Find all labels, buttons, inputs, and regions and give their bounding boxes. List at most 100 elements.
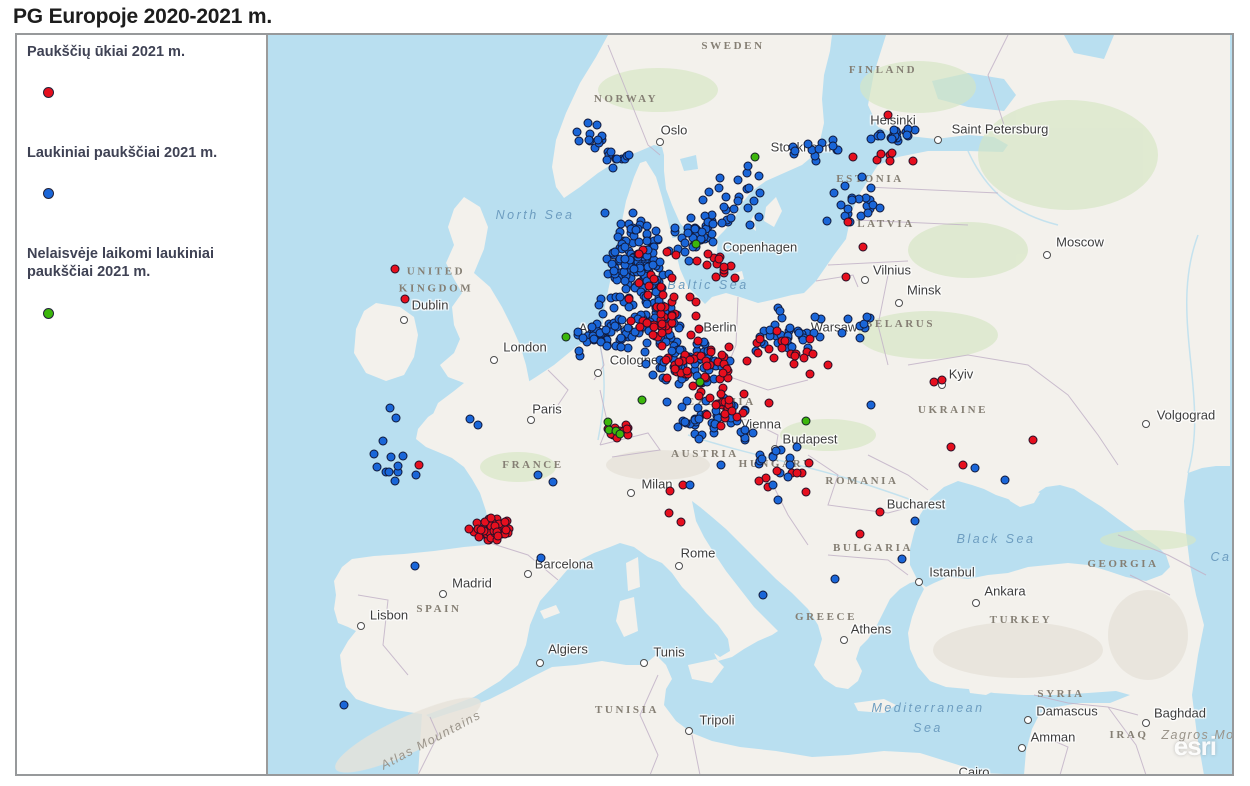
map-dot-blue[interactable] — [596, 337, 606, 347]
map-dot-red[interactable] — [657, 319, 667, 329]
map-dot-blue[interactable] — [390, 476, 400, 486]
map-dot-blue[interactable] — [583, 118, 593, 128]
map-dot-green[interactable] — [615, 429, 625, 439]
map-dot-red[interactable] — [670, 364, 680, 374]
map-dot-red[interactable] — [702, 260, 712, 270]
map-dot-red[interactable] — [702, 361, 712, 371]
map-dot-blue[interactable] — [828, 141, 838, 151]
map-dot-blue[interactable] — [685, 480, 695, 490]
map-dot-blue[interactable] — [768, 480, 778, 490]
map-dot-blue[interactable] — [398, 451, 408, 461]
map-canvas[interactable]: SWEDEN FINLAND NORWAY ESTONIA LATVIA BELARUS U… — [268, 35, 1232, 774]
map-dot-blue[interactable] — [809, 328, 819, 338]
map-dot-blue[interactable] — [715, 173, 725, 183]
map-dot-blue[interactable] — [620, 242, 630, 252]
map-dot-red[interactable] — [691, 297, 701, 307]
map-dot-red[interactable] — [777, 343, 787, 353]
map-dot-red[interactable] — [808, 349, 818, 359]
map-dot-blue[interactable] — [686, 213, 696, 223]
map-dot-red[interactable] — [700, 372, 710, 382]
map-dot-red[interactable] — [1028, 435, 1038, 445]
map-dot-red[interactable] — [764, 344, 774, 354]
map-dot-blue[interactable] — [640, 347, 650, 357]
map-dot-green[interactable] — [603, 417, 613, 427]
map-dot-red[interactable] — [686, 330, 695, 340]
map-dot-blue[interactable] — [548, 477, 558, 487]
map-dot-blue[interactable] — [740, 425, 750, 435]
map-dot-red[interactable] — [705, 393, 715, 403]
map-dot-blue[interactable] — [662, 397, 672, 407]
map-dot-blue[interactable] — [863, 208, 873, 218]
map-dot-blue[interactable] — [690, 224, 700, 234]
map-dot-red[interactable] — [754, 476, 764, 486]
map-dot-red[interactable] — [887, 148, 897, 158]
map-dot-blue[interactable] — [670, 223, 680, 233]
map-dot-blue[interactable] — [733, 196, 743, 206]
map-dot-green[interactable] — [691, 239, 701, 249]
map-dot-red[interactable] — [649, 274, 659, 284]
map-dot-blue[interactable] — [754, 212, 764, 222]
map-dot-blue[interactable] — [634, 237, 644, 247]
map-dot-red[interactable] — [662, 247, 672, 257]
map-dot-red[interactable] — [841, 272, 851, 282]
map-dot-red[interactable] — [662, 373, 672, 383]
map-dot-blue[interactable] — [743, 161, 753, 171]
map-dot-red[interactable] — [958, 460, 968, 470]
map-dot-blue[interactable] — [410, 561, 420, 571]
map-dot-red[interactable] — [676, 517, 686, 527]
map-dot-red[interactable] — [805, 334, 815, 344]
map-dot-red[interactable] — [671, 250, 681, 260]
map-dot-blue[interactable] — [790, 146, 800, 156]
map-dot-red[interactable] — [657, 328, 667, 338]
map-dot-red[interactable] — [691, 311, 701, 321]
map-dot-blue[interactable] — [673, 422, 683, 432]
map-dot-blue[interactable] — [641, 359, 651, 369]
map-dot-blue[interactable] — [875, 203, 885, 213]
map-dot-red[interactable] — [858, 242, 868, 252]
map-dot-red[interactable] — [855, 529, 865, 539]
map-dot-blue[interactable] — [602, 341, 612, 351]
map-dot-green[interactable] — [801, 416, 811, 426]
map-dot-red[interactable] — [635, 322, 645, 332]
map-dot-red[interactable] — [667, 311, 677, 321]
map-dot-red[interactable] — [843, 217, 853, 227]
map-dot-blue[interactable] — [682, 396, 692, 406]
map-dot-blue[interactable] — [620, 254, 630, 264]
map-dot-red[interactable] — [658, 290, 668, 300]
map-dot-blue[interactable] — [775, 306, 785, 316]
map-dot-red[interactable] — [400, 294, 410, 304]
map-dot-red[interactable] — [693, 336, 703, 346]
map-dot-blue[interactable] — [733, 175, 743, 185]
map-dot-blue[interactable] — [1000, 475, 1010, 485]
map-dot-blue[interactable] — [600, 208, 610, 218]
map-dot-blue[interactable] — [574, 346, 584, 356]
map-dot-red[interactable] — [772, 326, 782, 336]
map-dot-blue[interactable] — [843, 314, 853, 324]
map-dot-blue[interactable] — [624, 150, 634, 160]
map-dot-blue[interactable] — [866, 400, 876, 410]
map-dot-blue[interactable] — [680, 238, 690, 248]
map-dot-blue[interactable] — [573, 327, 583, 337]
map-dot-red[interactable] — [946, 442, 956, 452]
map-dot-blue[interactable] — [840, 181, 850, 191]
map-dot-blue[interactable] — [837, 328, 847, 338]
map-dot-green[interactable] — [695, 377, 705, 387]
map-dot-red[interactable] — [667, 273, 677, 283]
map-dot-red[interactable] — [908, 156, 918, 166]
map-dot-red[interactable] — [694, 324, 704, 334]
map-dot-blue[interactable] — [536, 553, 546, 563]
map-dot-blue[interactable] — [411, 470, 421, 480]
map-dot-blue[interactable] — [843, 204, 853, 214]
map-dot-blue[interactable] — [630, 327, 640, 337]
map-dot-blue[interactable] — [592, 120, 602, 130]
map-dot-red[interactable] — [626, 316, 636, 326]
map-dot-red[interactable] — [718, 368, 728, 378]
map-dot-blue[interactable] — [717, 218, 727, 228]
map-dot-blue[interactable] — [609, 303, 619, 313]
map-dot-blue[interactable] — [970, 463, 980, 473]
map-dot-blue[interactable] — [757, 454, 767, 464]
map-dot-blue[interactable] — [372, 462, 382, 472]
map-dot-blue[interactable] — [755, 188, 765, 198]
map-dot-red[interactable] — [790, 351, 800, 361]
map-dot-blue[interactable] — [708, 237, 718, 247]
